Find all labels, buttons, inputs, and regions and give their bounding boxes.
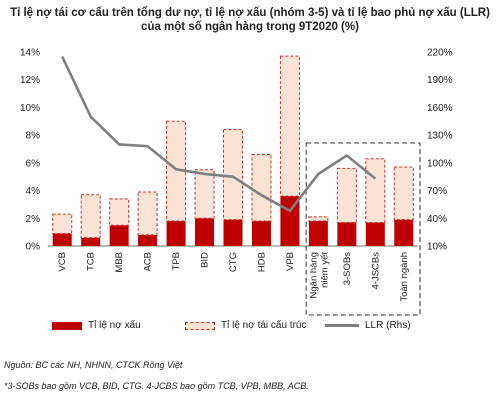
bar-restructured [223, 129, 243, 221]
bar-restructured [194, 169, 215, 219]
bar-restructured [279, 55, 300, 197]
bar-bad-debt [166, 221, 186, 246]
y-right-tick-label: 190% [427, 75, 453, 86]
bar-restructured [166, 120, 187, 222]
x-tick-label: BID [200, 252, 211, 268]
bar-bad-debt [52, 233, 72, 246]
x-tick-label: CTG [228, 252, 239, 272]
bar-bad-debt [223, 219, 243, 246]
y-right-tick-label: 130% [427, 131, 453, 142]
title-line-2: của một số ngân hàng trong 9T2020 (%) [141, 21, 359, 33]
x-tick-label: VPB [285, 252, 296, 271]
y-left-tick-label: 8% [26, 131, 41, 142]
y-left-tick-label: 14% [20, 48, 40, 59]
y-left-tick-label: 2% [26, 214, 41, 225]
y-right-tick-label: 70% [427, 186, 447, 197]
legend-label-bad-debt: Tỉ lệ nợ xấu [88, 320, 141, 331]
legend-swatch-llr [325, 324, 359, 327]
bar-restructured [109, 198, 130, 226]
y-right-tick-label: 100% [427, 158, 453, 169]
llr-line [61, 56, 377, 213]
group-highlight-frame [305, 142, 421, 316]
x-tick-label: HDB [256, 252, 267, 272]
bar-restructured [308, 216, 329, 222]
bar-restructured [80, 194, 101, 239]
y-right-tick-label: 220% [427, 48, 453, 59]
x-tick-label-line: niêm yết [319, 252, 330, 288]
y-left-tick-label: 6% [26, 158, 41, 169]
x-tick-label: Toàn ngành [399, 252, 410, 302]
footnote: *3-SOBs bao gồm VCB, BID, CTG. 4-JCBS ba… [4, 381, 309, 391]
legend-item-llr: LLR (Rhs) [325, 320, 411, 331]
chart-legend: Tỉ lệ nợ xấu Tỉ lệ nợ tái cấu trúc LLR (… [0, 320, 500, 340]
bar-bad-debt [365, 222, 385, 246]
bar-restructured [251, 154, 272, 222]
y-right-tick-label: 10% [427, 242, 447, 253]
x-tick-label: ACB [143, 252, 154, 272]
legend-swatch-bad-debt [52, 321, 82, 330]
bar-bad-debt [138, 234, 158, 246]
y-right-tick-label: 40% [427, 214, 447, 225]
y-left-tick-label: 4% [26, 186, 41, 197]
chart-canvas: 0% 2% 4% 6% 8% 10% 12% 14% 10% 40% 70% 100% 130% 160%… [20, 48, 453, 316]
y-right-tick-label: 160% [427, 103, 453, 114]
source-note: Nguồn: BC các NH, NHNN, CTCK Rồng Việt [4, 360, 183, 370]
x-tick-label: TPB [171, 252, 182, 270]
chart-title: Tỉ lệ nợ tái cơ cấu trên tổng dư nợ, tỉ … [0, 6, 500, 34]
bar-bad-debt [81, 237, 101, 246]
bar-bad-debt [337, 222, 357, 246]
bar-restructured [137, 191, 158, 236]
bar-restructured [336, 167, 357, 223]
legend-item-bad-debt: Tỉ lệ nợ xấu [52, 320, 141, 331]
x-tick-label: VCB [57, 252, 68, 272]
bar-bad-debt [251, 221, 271, 246]
bar-bad-debt [195, 218, 215, 246]
x-tick-label: 3-SOBs [342, 252, 353, 286]
y-left-tick-label: 10% [20, 103, 40, 114]
bar-bad-debt [109, 225, 129, 246]
bar-restructured [365, 158, 386, 223]
bar-bad-debt [308, 221, 328, 246]
x-tick-label: TCB [86, 252, 97, 271]
x-tick-label: Ngân hàngniêm yết [308, 252, 330, 299]
x-tick-label: MBB [114, 252, 125, 273]
legend-label-restructured: Tỉ lệ nợ tái cấu trúc [221, 320, 307, 331]
legend-label-llr: LLR (Rhs) [365, 320, 411, 331]
bar-restructured [393, 166, 414, 221]
y-left-tick-label: 12% [20, 75, 40, 86]
legend-item-restructured: Tỉ lệ nợ tái cấu trúc [185, 320, 306, 331]
x-tick-label: 4-JSCBs [370, 252, 381, 290]
y-left-tick-label: 0% [26, 242, 41, 253]
title-line-1: Tỉ lệ nợ tái cơ cấu trên tổng dư nợ, tỉ … [10, 7, 490, 19]
bar-bad-debt [394, 219, 414, 246]
legend-swatch-restructured [185, 321, 215, 330]
bar-restructured [52, 213, 73, 235]
x-tick-label-line: Ngân hàng [308, 252, 319, 298]
